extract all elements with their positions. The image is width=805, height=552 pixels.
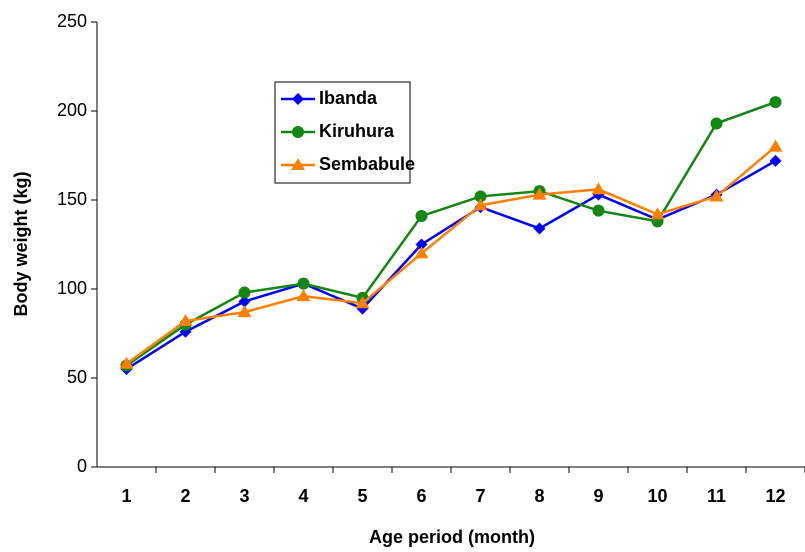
x-axis-label: Age period (month)	[369, 527, 535, 547]
y-tick-label: 100	[57, 278, 87, 298]
series-line	[125, 145, 777, 365]
marker	[355, 296, 370, 309]
marker	[415, 210, 428, 223]
x-tick-label: 7	[475, 486, 485, 506]
marker	[237, 305, 252, 318]
marker	[768, 139, 783, 152]
marker	[238, 295, 251, 308]
x-tick-label: 2	[180, 486, 190, 506]
marker	[238, 286, 251, 299]
series-line	[125, 100, 776, 367]
x-tick-label: 12	[765, 486, 785, 506]
y-tick-label: 50	[67, 367, 87, 387]
x-tick-label: 4	[298, 486, 308, 506]
marker	[591, 182, 606, 195]
marker	[709, 189, 724, 202]
marker	[473, 198, 488, 211]
legend-label: Sembabule	[319, 154, 415, 174]
legend-label: Ibanda	[319, 88, 378, 108]
x-tick-label: 9	[593, 486, 603, 506]
marker	[592, 204, 605, 217]
marker	[532, 187, 547, 200]
marker	[415, 238, 428, 251]
series-line	[125, 159, 777, 371]
marker	[769, 154, 782, 167]
x-tick-label: 6	[416, 486, 426, 506]
marker	[474, 190, 487, 203]
y-axis-label: Body weight (kg)	[11, 172, 31, 317]
y-tick-label: 250	[57, 11, 87, 31]
marker	[710, 117, 723, 130]
marker	[650, 207, 665, 220]
marker	[292, 93, 304, 105]
x-tick-label: 11	[707, 486, 726, 506]
marker	[414, 246, 429, 259]
marker	[291, 158, 305, 170]
y-tick-label: 200	[57, 100, 87, 120]
marker	[769, 96, 782, 109]
x-tick-label: 5	[357, 486, 367, 506]
marker	[292, 126, 304, 138]
x-tick-label: 8	[534, 486, 544, 506]
legend-label: Kiruhura	[319, 121, 395, 141]
marker	[178, 314, 193, 327]
x-tick-label: 10	[647, 486, 667, 506]
marker	[119, 356, 134, 369]
y-tick-label: 150	[57, 189, 87, 209]
x-tick-label: 1	[121, 486, 131, 506]
x-tick-label: 3	[239, 486, 249, 506]
marker	[297, 277, 310, 290]
marker	[533, 222, 546, 235]
y-tick-label: 0	[77, 456, 87, 476]
marker	[296, 289, 311, 302]
